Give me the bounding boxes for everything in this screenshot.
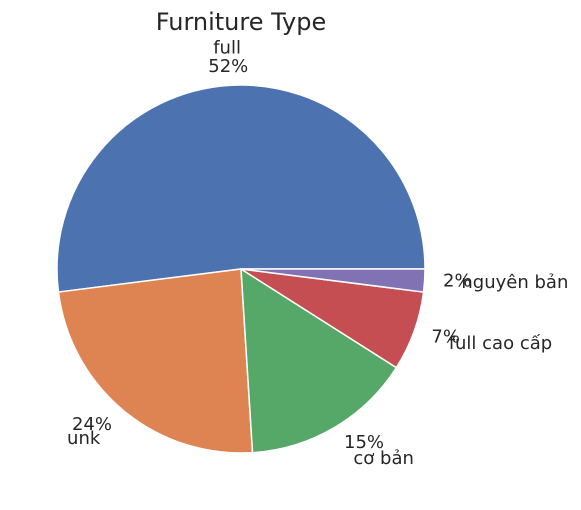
category-label-full-cao-cap: full cao cấp [449,333,552,354]
pie-slice-unk [57,268,254,454]
chart-title: Furniture Type [156,8,327,36]
percent-label-co-ban: 15% [344,432,384,453]
percent-label-full: 52% [208,56,248,77]
category-label-unk: unk [67,428,101,449]
category-label-co-ban: cơ bản [353,448,414,469]
category-label-full: full [213,38,241,59]
percent-label-unk: 24% [72,414,112,435]
pie-slice-co-ban [240,268,398,454]
pie-slice-full [56,84,426,293]
percent-label-nguyen-ban: 2% [443,271,472,292]
pie-labels: 52%full 24%unk 15%cơ bản 7%full cao cấp 2%ng… [67,38,568,470]
category-label-nguyen-ban: nguyên bản [461,272,568,293]
pie-slice-nguyen-ban [240,268,426,293]
pie-slices [56,84,426,454]
percent-label-full-cao-cap: 7% [431,327,460,348]
